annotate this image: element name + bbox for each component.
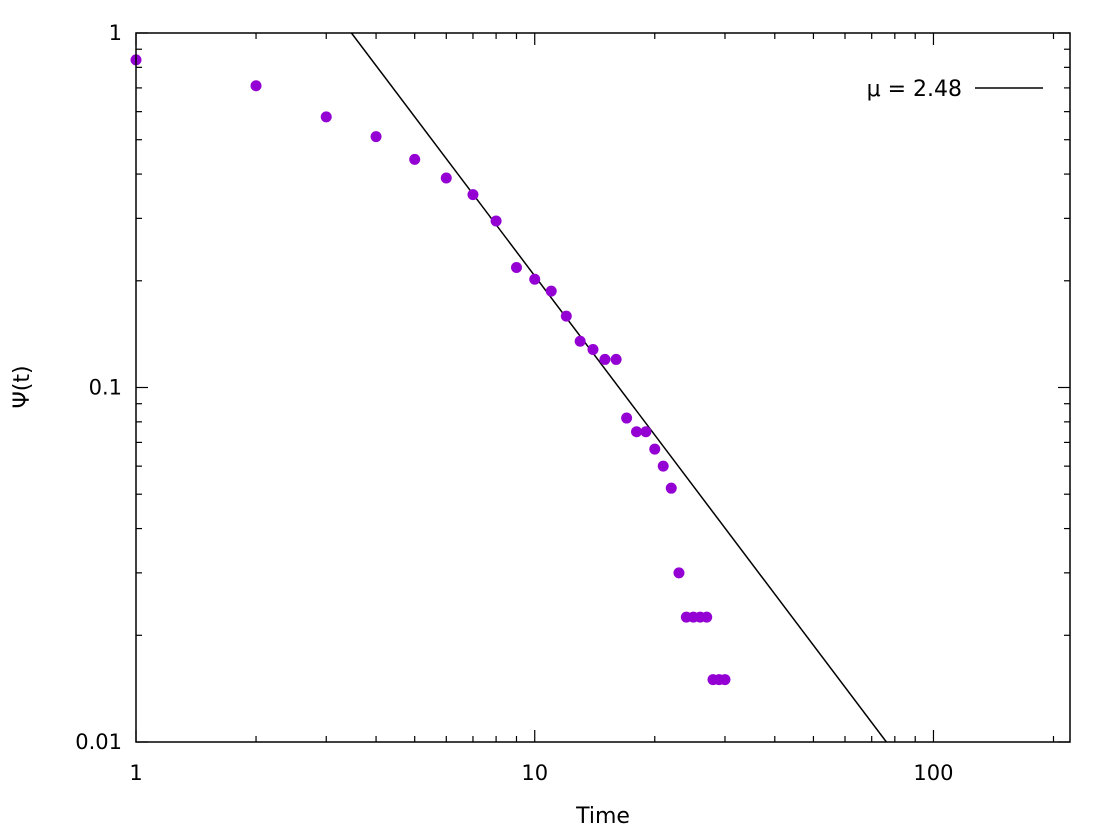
data-point	[370, 131, 382, 143]
data-point	[467, 189, 479, 201]
data-point	[649, 443, 661, 455]
data-point	[320, 111, 332, 123]
legend-label: μ = 2.48	[867, 77, 962, 102]
data-point	[440, 172, 452, 184]
data-point	[610, 353, 622, 365]
y-tick-label: 0.1	[89, 376, 122, 400]
legend: μ = 2.48	[867, 77, 1043, 102]
data-point	[587, 343, 599, 355]
ticks-layer	[135, 32, 1070, 743]
x-tick-label: 1	[129, 761, 142, 785]
data-point	[599, 353, 611, 365]
data-point	[701, 611, 713, 623]
y-axis-label: Ψ(t)	[10, 365, 35, 408]
x-tick-label: 10	[521, 761, 548, 785]
data-point	[545, 285, 557, 297]
data-point	[631, 426, 643, 438]
data-point	[665, 482, 677, 494]
data-point	[574, 335, 586, 347]
x-axis-label: Time	[575, 804, 630, 829]
fit-line	[350, 33, 887, 742]
data-point	[640, 426, 652, 438]
tick-labels: 1 10 100 0.01 0.1 1	[75, 21, 953, 785]
data-point	[560, 310, 572, 322]
data-point	[510, 262, 522, 274]
plot-frame	[135, 32, 1071, 743]
line-layer	[350, 33, 887, 742]
x-tick-label: 100	[913, 761, 953, 785]
data-point	[490, 215, 502, 227]
data-point	[673, 567, 685, 579]
y-tick-label: 0.01	[75, 730, 122, 754]
data-point	[250, 80, 262, 92]
y-tick-label: 1	[109, 21, 122, 45]
data-point	[409, 153, 421, 165]
points-layer	[130, 54, 731, 686]
data-point	[657, 460, 669, 472]
data-point	[529, 273, 541, 285]
data-point	[719, 674, 731, 686]
data-point	[621, 412, 633, 424]
